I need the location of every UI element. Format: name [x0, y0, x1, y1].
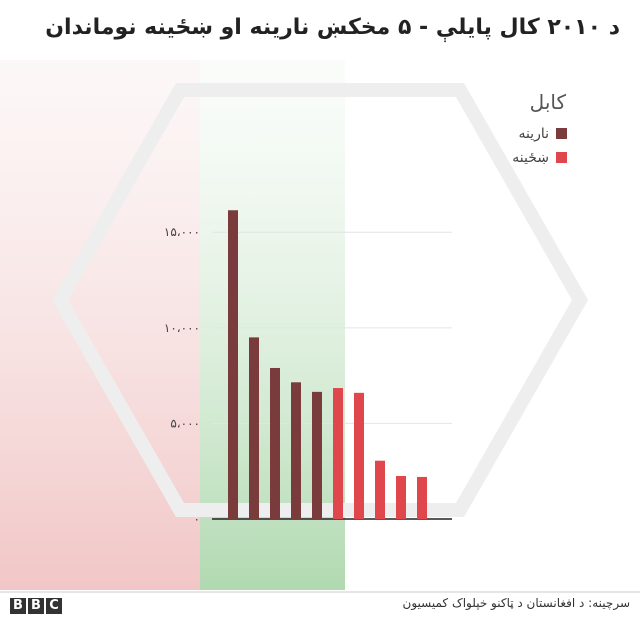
legend-swatch [556, 128, 567, 139]
y-tick-label: ۱۰،۰۰۰ [164, 321, 200, 335]
chart-title: د ۲۰۱۰ کال پایلې - ۵ مخکښ نارینه او ښځین… [45, 15, 620, 40]
bar [270, 367, 280, 519]
bar [249, 337, 259, 519]
bar [312, 391, 322, 519]
source: سرچینه: د افغانستان د ټاکنو خپلواک کمیسی… [402, 596, 630, 610]
bar [333, 388, 343, 519]
bar [375, 460, 385, 519]
y-tick-label: ۰ [194, 512, 200, 526]
legend-label: ښځینه [512, 150, 549, 166]
bar [396, 475, 406, 519]
y-tick-label: ۱۵،۰۰۰ [164, 225, 200, 239]
bg-red [0, 60, 200, 590]
chart-subtitle: کابل [529, 90, 566, 114]
bg-hexagon [51, 83, 589, 517]
bar [417, 476, 427, 519]
legend-swatch [556, 152, 567, 163]
y-tick-label: ۵،۰۰۰ [170, 416, 200, 430]
bar [228, 210, 238, 519]
bar [291, 382, 301, 519]
legend-label: نارینه [518, 126, 549, 142]
bar [354, 392, 364, 519]
